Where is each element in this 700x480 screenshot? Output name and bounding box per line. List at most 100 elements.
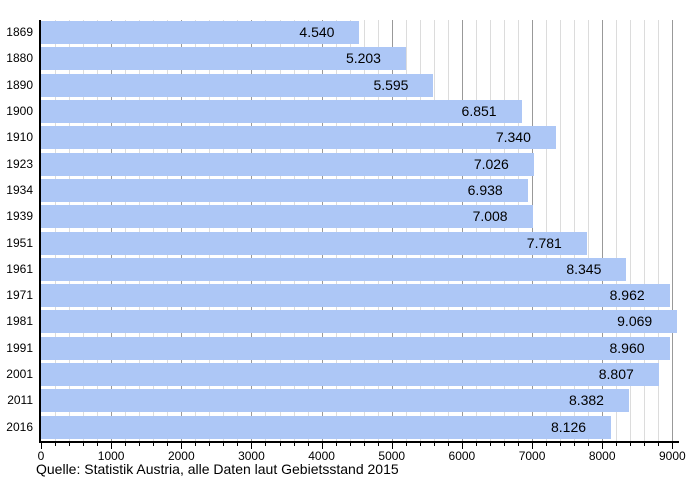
bar-value-label: 7.008 [472,208,508,225]
bar [41,389,629,413]
gridline-minor [293,20,295,441]
gridline-major [672,20,674,441]
x-tick-minor [209,443,211,446]
gridline-major [181,20,183,441]
bar-value-label: 8.382 [568,392,604,409]
x-tick-minor [167,443,169,446]
x-tick-minor [363,443,365,446]
x-tick-minor [419,443,421,446]
gridline-minor [489,20,491,441]
bar-value-label: 6.851 [461,102,497,119]
y-axis-label: 1991 [6,340,33,355]
bar-value-label: 7.340 [495,129,531,146]
y-axis-label: 1934 [6,182,33,197]
bar [41,284,670,308]
x-tick-major [251,443,253,449]
gridline-minor [349,20,351,441]
y-axis-label: 1869 [6,25,33,39]
y-axis-label: 2016 [6,419,33,434]
gridline-minor [447,20,449,441]
x-tick-label: 3000 [238,449,265,463]
x-tick-minor [139,443,141,446]
x-tick-minor [279,443,281,446]
x-tick-major [461,443,463,449]
x-tick-minor [223,443,225,446]
bar-value-label: 5.595 [373,76,409,93]
bar [41,178,528,202]
bar [41,126,556,150]
x-tick-minor [69,443,71,446]
bar-value-label: 8.960 [609,339,645,356]
bar [41,21,360,44]
x-tick-minor [153,443,155,446]
x-tick-label: 8000 [588,449,616,463]
gridline-minor [195,20,197,441]
x-tick-major [532,443,534,449]
gridline-minor [503,20,505,441]
x-tick-minor [616,443,618,446]
y-axis-label: 1923 [6,156,33,171]
bar-value-label: 4.540 [299,24,335,40]
y-axis-line [39,20,41,443]
gridline-minor [237,20,239,441]
gridline-minor [658,20,660,441]
gridline-minor [97,20,99,441]
gridline-minor [307,20,309,441]
gridline-minor [125,20,127,441]
y-axis-label: 1890 [6,77,33,92]
x-tick-minor [405,443,407,446]
gridline-major [602,20,604,441]
x-tick-minor [644,443,646,446]
gridline-major [251,20,253,441]
bar [41,99,522,123]
bar-value-label: 6.938 [467,181,503,198]
gridline-minor [433,20,435,441]
bar [41,73,434,97]
y-axis-label: 2011 [7,393,33,408]
source-caption: Quelle: Statistik Austria, alle Daten la… [36,461,399,477]
bar [41,47,406,71]
gridline-major [111,20,113,441]
gridline-minor [644,20,646,441]
x-tick-minor [237,443,239,446]
y-axis-label: 2001 [6,367,33,382]
x-tick-major [321,443,323,449]
gridline-major [391,20,393,441]
x-tick-label: 6000 [448,449,476,463]
x-tick-minor [475,443,477,446]
gridline-minor [83,20,85,441]
x-tick-major [41,443,42,449]
gridline-minor [55,20,57,441]
gridline-minor [588,20,590,441]
bar [41,257,627,281]
gridline-minor [265,20,267,441]
gridline-major [461,20,463,441]
bar [41,336,670,360]
bar [41,310,678,334]
x-tick-minor [546,443,548,446]
x-tick-minor [349,443,351,446]
bar-value-label: 8.807 [598,366,634,383]
bar-value-label: 7.781 [526,234,562,251]
x-tick-minor [574,443,576,446]
x-tick-label: 9000 [658,449,686,463]
gridline-minor [223,20,225,441]
gridline-minor [335,20,337,441]
gridline-major [532,20,534,441]
y-axis-label: 1910 [6,130,33,145]
bar-value-label: 8.345 [566,260,602,277]
x-tick-label: 2000 [167,449,195,463]
x-tick-minor [307,443,309,446]
x-tick-minor [560,443,562,446]
gridline-minor [279,20,281,441]
gridline-minor [630,20,632,441]
gridline-minor [475,20,477,441]
x-axis-line [39,441,679,443]
y-axis-label: 1951 [6,235,33,250]
x-tick-major [391,443,393,449]
gridline-minor [419,20,421,441]
gridline-minor [518,20,520,441]
x-tick-major [181,443,183,449]
x-tick-minor [55,443,57,446]
